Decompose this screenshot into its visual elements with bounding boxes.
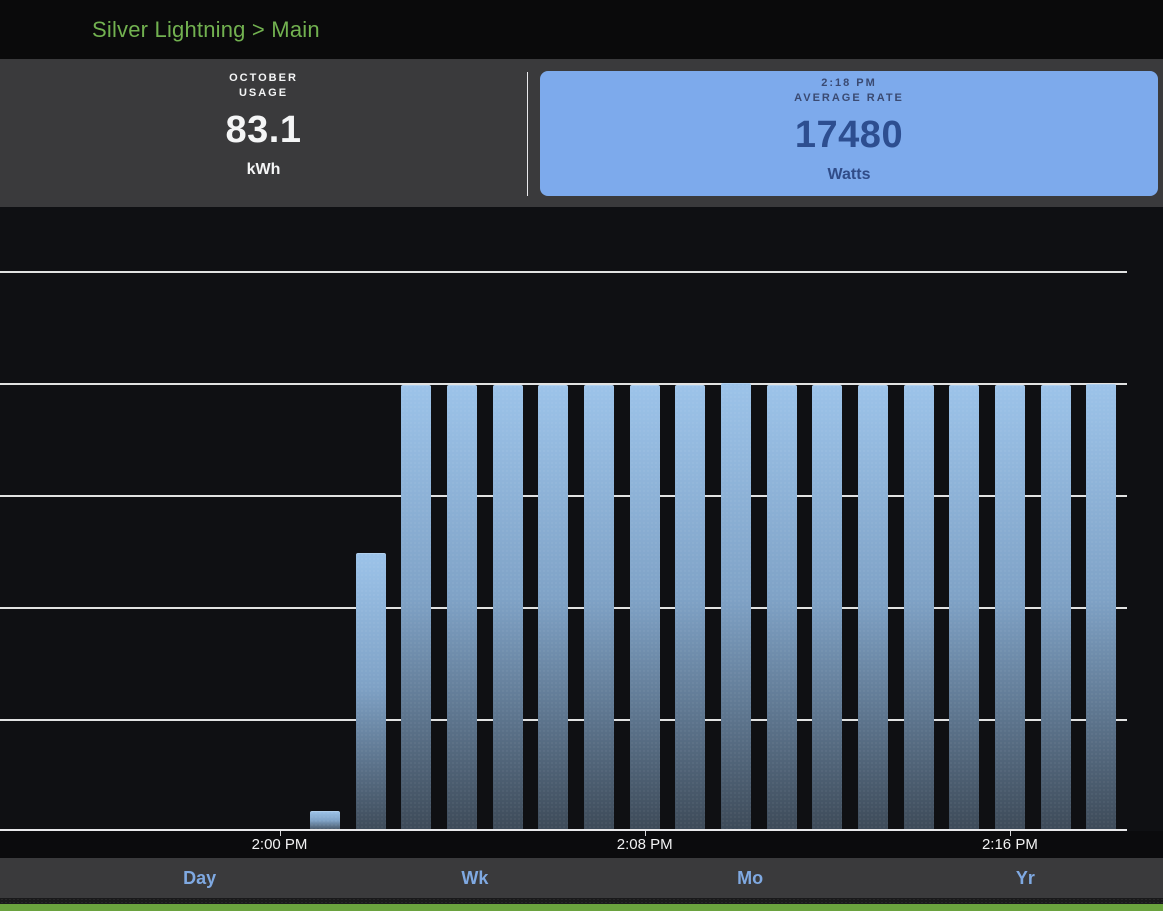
bar-2-13-pm[interactable] [857, 385, 888, 831]
usage-value: 83.1 [225, 109, 302, 151]
bar-2-11-pm[interactable] [766, 385, 797, 831]
bar-2-07-pm[interactable] [584, 385, 615, 831]
average-rate-card[interactable]: 2:18 PM AVERAGE RATE 17480 Watts [540, 71, 1158, 196]
bar-2-03-pm[interactable] [401, 385, 432, 831]
x-tick-mark [1009, 831, 1011, 836]
bar-2-18-pm[interactable] [1086, 384, 1117, 831]
rate-label: AVERAGE RATE [794, 92, 904, 104]
rate-unit: Watts [827, 166, 871, 183]
bar-2-10-pm[interactable] [721, 383, 751, 831]
breadcrumb[interactable]: Silver Lightning > Main [92, 16, 320, 42]
bar-2-16-pm[interactable] [994, 385, 1025, 831]
tab-week[interactable]: Wk [461, 868, 489, 888]
x-axis-line [0, 829, 1127, 831]
bar-2-12-pm[interactable] [812, 385, 843, 831]
usage-period-label: OCTOBER [229, 72, 298, 84]
x-tick-label: 2:08 PM [616, 836, 673, 853]
plot-area [0, 207, 1163, 831]
tab-year[interactable]: Yr [1015, 868, 1035, 888]
rate-time-label: 2:18 PM [821, 77, 877, 89]
bar-2-04-pm[interactable] [447, 385, 478, 831]
bar-2-05-pm[interactable] [492, 385, 523, 831]
bottom-green-bar [0, 904, 1163, 911]
power-chart: 2:00 PM 2:08 PM 2:16 PM [0, 207, 1163, 858]
usage-label: USAGE [238, 87, 289, 99]
bar-2-15-pm[interactable] [949, 385, 980, 831]
rate-value: 17480 [794, 114, 904, 156]
range-tabbar: Day Wk Mo Yr [0, 858, 1163, 898]
usage-stat: OCTOBER USAGE 83.1 kWh [0, 71, 527, 196]
x-axis: 2:00 PM 2:08 PM 2:16 PM [0, 831, 1163, 858]
stats-divider [527, 72, 528, 196]
tab-day[interactable]: Day [183, 868, 217, 888]
stats-panel: OCTOBER USAGE 83.1 kWh 2:18 PM AVERAGE R… [0, 59, 1163, 207]
bar-2-09-pm[interactable] [675, 385, 706, 831]
bar-2-08-pm[interactable] [629, 385, 660, 831]
gridline [0, 271, 1127, 273]
bar-2-01-pm[interactable] [310, 811, 341, 831]
bar-2-02-pm[interactable] [355, 552, 386, 831]
usage-unit: kWh [246, 161, 281, 178]
app-header: Silver Lightning > Main [0, 0, 1163, 59]
x-tick-label: 2:16 PM [981, 836, 1038, 853]
x-tick-mark [644, 831, 646, 836]
gridline [0, 383, 1127, 385]
x-tick-label: 2:00 PM [251, 836, 308, 853]
bottom-strip [0, 898, 1163, 904]
tab-month[interactable]: Mo [737, 868, 764, 888]
bar-2-17-pm[interactable] [1040, 385, 1071, 831]
x-tick-mark [279, 831, 281, 836]
bar-2-06-pm[interactable] [538, 385, 569, 831]
bar-2-14-pm[interactable] [903, 385, 934, 831]
